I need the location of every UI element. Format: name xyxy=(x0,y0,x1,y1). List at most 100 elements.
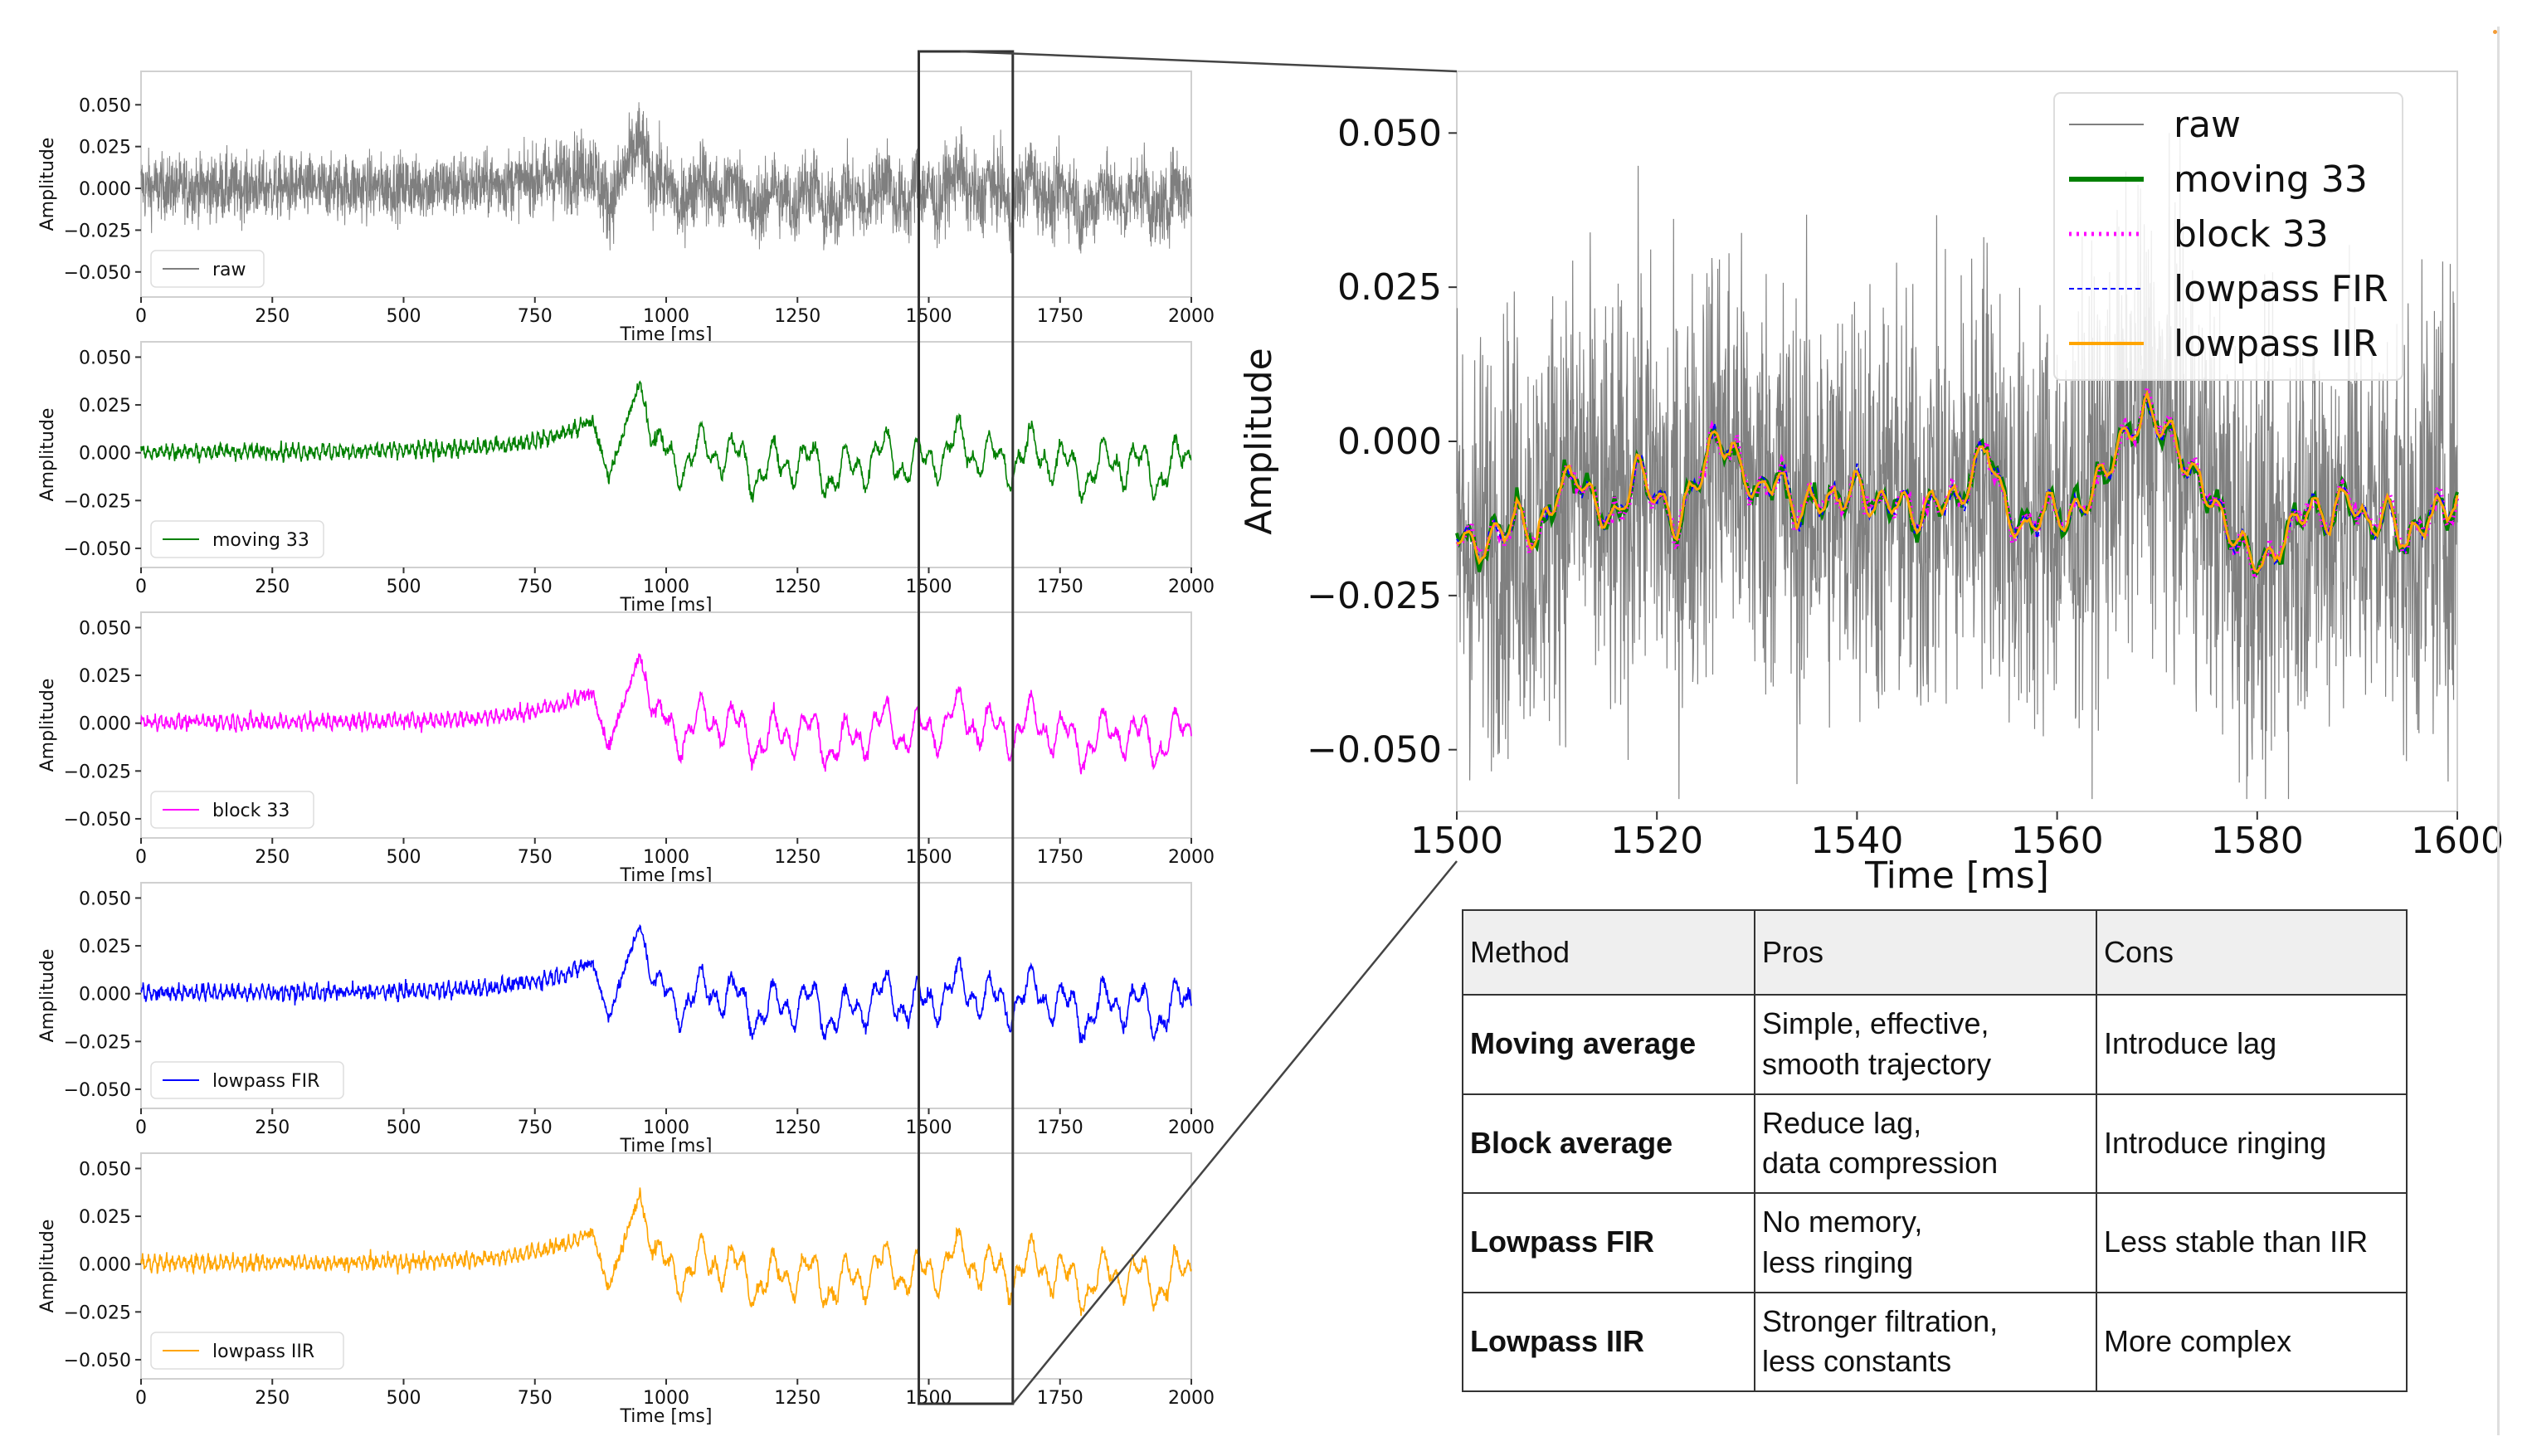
x-tick-label: 0 xyxy=(135,577,147,597)
y-tick-label: −0.025 xyxy=(64,491,131,512)
header-pros: Pros xyxy=(1754,909,2097,996)
series-line-iir xyxy=(140,1187,1192,1317)
y-tick-label: −0.025 xyxy=(64,762,131,782)
x-tick-label: 2000 xyxy=(1168,306,1215,327)
y-tick-label: 0.050 xyxy=(79,1159,131,1180)
cons-cell: Introduce lag xyxy=(2096,994,2408,1095)
x-tick-label: 750 xyxy=(518,1388,553,1409)
x-tick-label: 1000 xyxy=(643,847,689,868)
x-tick-label: 1560 xyxy=(2011,820,2104,862)
legend-label: lowpass IIR xyxy=(212,1342,314,1362)
y-tick-label: 0.000 xyxy=(79,444,131,465)
x-tick-label: 750 xyxy=(518,847,553,868)
cons-cell: Less stable than IIR xyxy=(2096,1192,2408,1293)
x-tick-label: 2000 xyxy=(1168,577,1215,597)
pros-line: less constants xyxy=(1762,1344,1952,1379)
x-tick-label: 2000 xyxy=(1168,1388,1215,1409)
y-axis-label: Amplitude xyxy=(37,408,58,502)
legend-label: lowpass FIR xyxy=(212,1071,319,1092)
y-axis-label: Amplitude xyxy=(37,949,58,1043)
y-axis-label: Amplitude xyxy=(37,138,58,231)
x-tick-label: 1600 xyxy=(2411,820,2504,862)
table-row: Block average Reduce lag, data compressio… xyxy=(1462,1093,2408,1194)
y-tick-label: 0.050 xyxy=(79,95,131,116)
x-tick-label: 1000 xyxy=(643,1118,689,1138)
legend-box xyxy=(150,250,265,288)
x-axis-label: Time [ms] xyxy=(620,1406,713,1427)
legend-label: moving 33 xyxy=(212,530,309,551)
y-tick-label: 0.000 xyxy=(79,714,131,735)
zoom-legend: raw moving 33 block 33 lowpass FIR lowpass I… xyxy=(2053,92,2403,381)
legend-label: block 33 xyxy=(212,801,290,821)
legend-label: lowpass IIR xyxy=(2174,323,2378,365)
y-tick-label: 0.000 xyxy=(79,1255,131,1276)
x-tick-label: 1250 xyxy=(774,306,820,327)
y-tick-label: −0.050 xyxy=(64,810,131,830)
x-tick-label: 250 xyxy=(255,1118,290,1138)
x-tick-label: 1580 xyxy=(2211,820,2304,862)
panel-moving: 0 250 500 750 1000 1250 1500 1750 2000 0.050 0.025… xyxy=(37,341,1215,616)
pros-line: data compression xyxy=(1762,1146,1999,1181)
table-row: Lowpass IIR Stronger filtration, less con… xyxy=(1462,1291,2408,1392)
header-method: Method xyxy=(1462,909,1755,996)
y-tick-label: −0.025 xyxy=(64,1032,131,1053)
y-tick-label: 0.025 xyxy=(79,396,131,416)
y-tick-label: 0.050 xyxy=(1337,112,1442,154)
panel-fir: 0 250 500 750 1000 1250 1500 1750 2000 0.050 0.025… xyxy=(37,882,1215,1157)
y-axis-label: Amplitude xyxy=(1238,348,1280,534)
pros-line: smooth trajectory xyxy=(1762,1046,1992,1081)
zoom-connector-top xyxy=(960,50,1458,73)
x-tick-label: 1750 xyxy=(1037,306,1083,327)
legend-label: lowpass FIR xyxy=(2174,268,2388,310)
y-tick-label: 0.050 xyxy=(79,348,131,368)
y-tick-label: −0.050 xyxy=(1307,729,1442,772)
x-tick-label: 250 xyxy=(255,306,290,327)
x-tick-label: 750 xyxy=(518,577,553,597)
y-tick-label: −0.025 xyxy=(1307,575,1442,617)
method-cell: Lowpass FIR xyxy=(1462,1192,1755,1293)
zoom-connector-bottom xyxy=(1011,860,1458,1405)
y-tick-label: 0.000 xyxy=(79,179,131,200)
x-axis-label: Time [ms] xyxy=(1864,855,2049,897)
legend-label: raw xyxy=(212,260,246,280)
y-tick-label: 0.025 xyxy=(79,1207,131,1228)
legend-box xyxy=(150,1061,344,1099)
legend-box xyxy=(150,520,324,558)
x-tick-label: 750 xyxy=(518,306,553,327)
panel-zoom: 1500 1520 1540 1560 1580 1600 0.050 0.025 0.000 −… xyxy=(1238,71,2504,897)
method-cell: Moving average xyxy=(1462,994,1755,1095)
legend-box xyxy=(150,791,314,829)
pros-cell: No memory, less ringing xyxy=(1754,1192,2097,1293)
pros-line: less ringing xyxy=(1762,1244,1914,1279)
x-tick-label: 250 xyxy=(255,577,290,597)
pros-line: Reduce lag, xyxy=(1762,1105,1922,1140)
x-tick-label: 1500 xyxy=(1410,820,1503,862)
y-tick-label: −0.025 xyxy=(64,1303,131,1323)
table-row: Moving average Simple, effective, smooth … xyxy=(1462,994,2408,1095)
x-tick-label: 1250 xyxy=(774,847,820,868)
legend-label: block 33 xyxy=(2174,213,2329,256)
y-tick-label: 0.050 xyxy=(79,889,131,909)
panel-raw: 0 250 500 750 1000 1250 1500 1750 2000 0.050 0.025… xyxy=(37,71,1215,345)
table-header-row: Method Pros Cons xyxy=(1462,909,2408,996)
page-edge-line xyxy=(2497,27,2500,1435)
x-tick-label: 500 xyxy=(387,1388,421,1409)
pros-cell: Stronger filtration, less constants xyxy=(1754,1291,2097,1392)
header-cons: Cons xyxy=(2096,909,2408,996)
x-tick-label: 1500 xyxy=(906,306,952,327)
y-tick-label: 0.025 xyxy=(79,666,131,687)
series-line-moving xyxy=(140,380,1192,504)
x-tick-label: 1750 xyxy=(1037,1388,1083,1409)
pros-cell: Simple, effective, smooth trajectory xyxy=(1754,994,2097,1095)
x-tick-label: 1500 xyxy=(906,1118,952,1138)
x-tick-label: 1000 xyxy=(643,306,689,327)
x-tick-label: 1750 xyxy=(1037,847,1083,868)
zoom-raw-line xyxy=(1456,133,2458,800)
pros-line: Stronger filtration, xyxy=(1762,1303,1999,1338)
panel-iir: 0 250 500 750 1000 1250 1500 1750 2000 0.050 0.025… xyxy=(37,1152,1215,1427)
legend-label: raw xyxy=(2174,104,2241,146)
y-tick-label: −0.050 xyxy=(64,539,131,560)
x-tick-label: 1750 xyxy=(1037,1118,1083,1138)
x-tick-label: 500 xyxy=(387,577,421,597)
